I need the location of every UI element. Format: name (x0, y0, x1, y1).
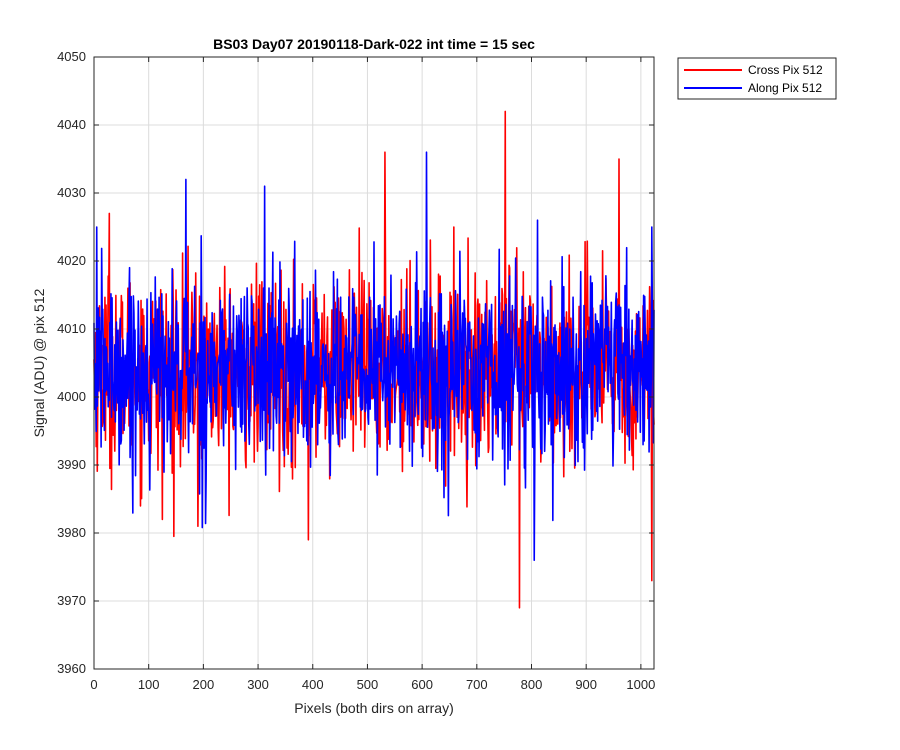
x-tick-label: 600 (411, 677, 433, 692)
y-tick-label: 4040 (57, 117, 86, 132)
chart-title: BS03 Day07 20190118-Dark-022 int time = … (213, 36, 535, 52)
x-tick-label: 900 (575, 677, 597, 692)
series-line-along-pix-512 (93, 151, 655, 561)
legend: Cross Pix 512 Along Pix 512 (677, 57, 837, 100)
plot-frame (93, 56, 655, 670)
x-tick-label: 500 (357, 677, 379, 692)
y-tick-label: 3990 (57, 457, 86, 472)
x-tick-label: 200 (193, 677, 215, 692)
x-tick-label: 400 (302, 677, 324, 692)
y-tick-label: 3960 (57, 661, 86, 676)
legend-label-along: Along Pix 512 (748, 81, 822, 95)
x-tick-label: 1000 (626, 677, 655, 692)
x-tick-label: 0 (90, 677, 97, 692)
y-tick-label: 4020 (57, 253, 86, 268)
x-axis-label: Pixels (both dirs on array) (294, 700, 454, 716)
y-tick-label: 4050 (57, 49, 86, 64)
x-tick-label: 700 (466, 677, 488, 692)
y-tick-label: 3970 (57, 593, 86, 608)
ticks: 0 100 200 300 400 500 600 700 800 900 1000 3960 3970… (57, 49, 655, 692)
y-axis-label: Signal (ADU) @ pix 512 (31, 288, 47, 437)
legend-box (677, 57, 837, 100)
y-tick-label: 4000 (57, 389, 86, 404)
x-tick-label: 800 (521, 677, 543, 692)
series-layer (93, 110, 655, 609)
x-tick-label: 100 (138, 677, 160, 692)
y-tick-label: 4030 (57, 185, 86, 200)
y-tick-label: 3980 (57, 525, 86, 540)
y-tick-label: 4010 (57, 321, 86, 336)
legend-label-cross: Cross Pix 512 (748, 63, 823, 77)
x-tick-label: 300 (247, 677, 269, 692)
